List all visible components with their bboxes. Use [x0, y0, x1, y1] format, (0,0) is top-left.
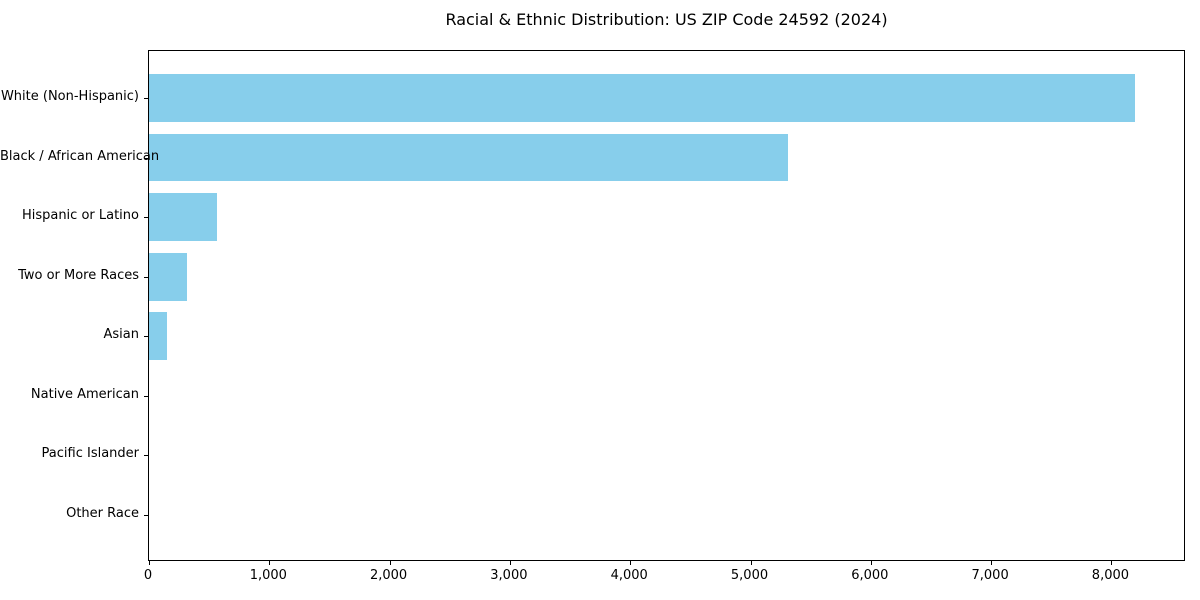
y-tick-label-asian: Asian: [103, 327, 139, 343]
x-tick-mark: [991, 561, 993, 565]
y-tick-mark: [144, 514, 148, 516]
chart-title: Racial & Ethnic Distribution: US ZIP Cod…: [445, 10, 888, 29]
y-tick-label-pacific-islander: Pacific Islander: [41, 446, 139, 462]
bar-asian: [149, 312, 167, 361]
x-tick-label-4000: 4,000: [610, 568, 648, 583]
x-tick-label-7000: 7,000: [971, 568, 1009, 583]
x-tick-label-6000: 6,000: [851, 568, 889, 583]
bar-white-non-hispanic: [149, 74, 1135, 122]
y-tick-mark: [144, 395, 148, 397]
x-tick-mark: [870, 561, 872, 565]
x-tick-mark: [1111, 561, 1113, 565]
x-tick-label-2000: 2,000: [369, 568, 408, 583]
x-tick-mark: [149, 561, 150, 565]
y-tick-label-other-race: Other Race: [66, 505, 139, 521]
x-tick-mark: [630, 561, 632, 565]
x-tick-label-5000: 5,000: [730, 568, 769, 583]
y-tick-mark: [144, 336, 148, 338]
bar-two-or-more-races: [149, 252, 188, 301]
y-tick-mark: [144, 217, 148, 219]
y-tick-mark: [144, 455, 148, 457]
x-tick-mark: [389, 561, 391, 565]
y-tick-mark: [144, 98, 148, 100]
x-tick-label-1000: 1,000: [249, 568, 287, 583]
x-tick-mark: [750, 561, 752, 565]
y-tick-mark: [144, 276, 148, 278]
y-tick-label-black-african-american: Black / African American: [0, 148, 160, 164]
x-tick-mark: [509, 561, 511, 565]
y-tick-label-two-or-more-races: Two or More Races: [18, 267, 139, 283]
y-tick-label-white-non-hispanic: White (Non-Hispanic): [0, 89, 139, 105]
plot-area: [144, 50, 1185, 565]
y-tick-label-native-american: Native American: [30, 386, 139, 402]
bar-hispanic-or-latino: [149, 193, 218, 241]
y-tick-label-hispanic-or-latino: Hispanic or Latino: [21, 208, 139, 224]
bar-black-african-american: [149, 133, 788, 182]
x-tick-mark: [269, 561, 271, 565]
x-tick-label-0: 0: [143, 568, 153, 583]
x-tick-label-8000: 8,000: [1091, 568, 1130, 583]
y-tick-mark: [144, 157, 148, 159]
x-tick-label-3000: 3,000: [490, 568, 528, 583]
